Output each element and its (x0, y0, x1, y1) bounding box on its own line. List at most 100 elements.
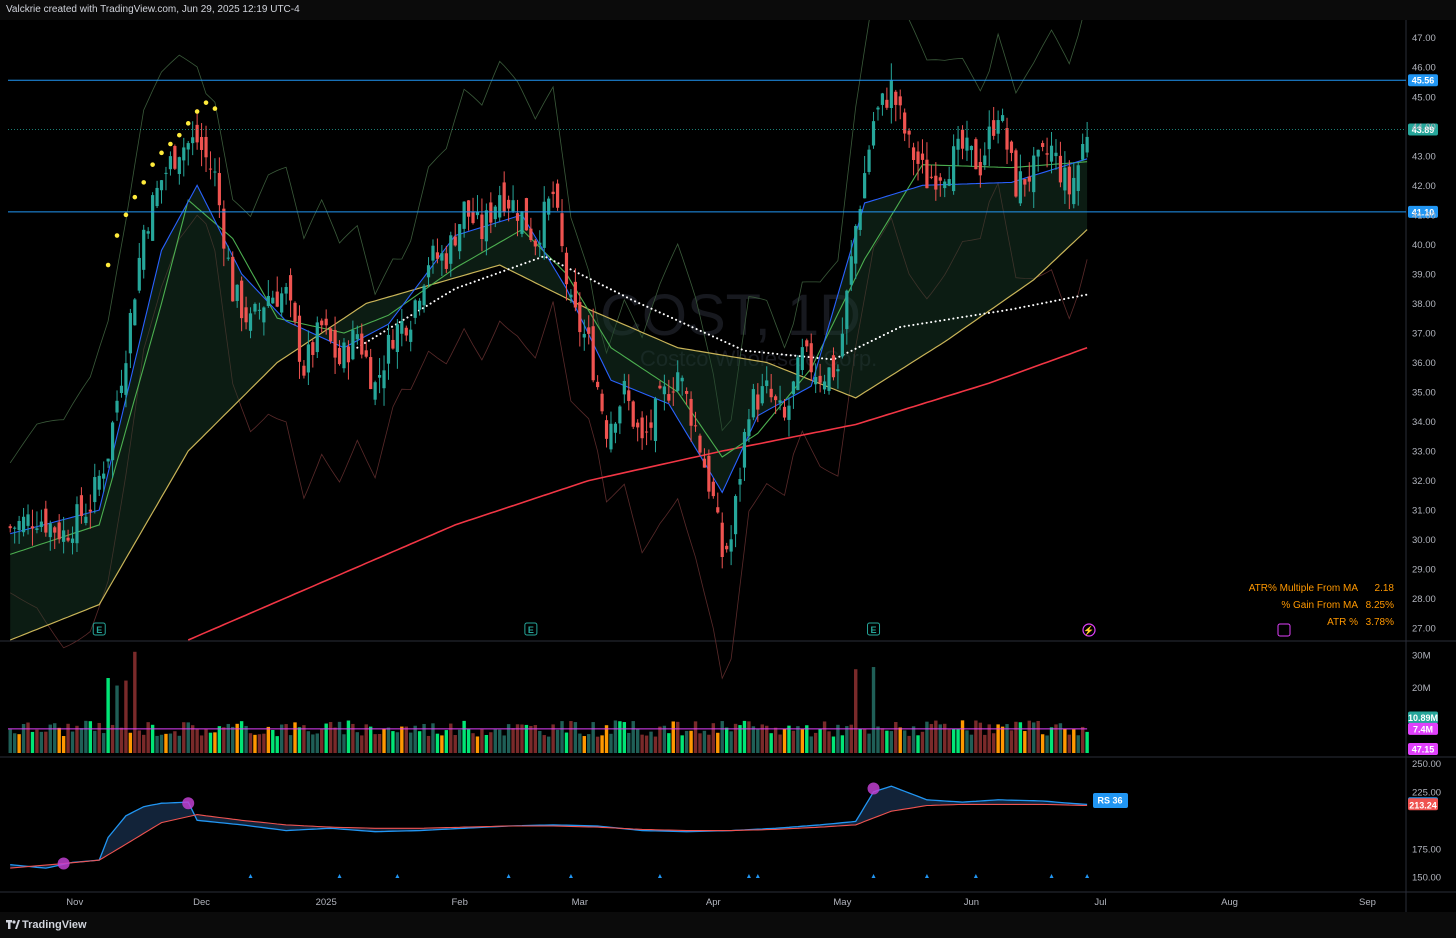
signal-dot (159, 150, 164, 156)
volume-bar (1067, 734, 1072, 753)
candle-body (658, 385, 662, 389)
volume-bar (627, 732, 631, 753)
price-tick-label: 43.00 (1412, 151, 1436, 162)
rs-arrow-marker (755, 874, 760, 878)
candle-body (75, 504, 79, 544)
candle-body (782, 406, 787, 418)
volume-bar (773, 727, 778, 753)
candle-body (618, 406, 622, 424)
volume-bar (1040, 734, 1045, 753)
volume-bar (911, 726, 916, 753)
candle-body (916, 151, 920, 164)
candle-body (217, 173, 221, 206)
volume-bar (684, 730, 689, 753)
volume-bar (724, 727, 729, 753)
time-axis-label: Sep (1359, 897, 1376, 908)
volume-bar (195, 729, 199, 753)
time-axis-label: Dec (193, 897, 210, 908)
candle-body (466, 200, 471, 217)
candle-body (13, 527, 17, 529)
rs-arrow-marker (924, 874, 929, 878)
candle-body (275, 291, 279, 307)
volume-bar (177, 735, 182, 753)
volume-bar (328, 722, 333, 753)
rs-tick-label: 150.00 (1412, 873, 1441, 884)
volume-bar (858, 728, 862, 753)
volume-bar (787, 725, 791, 753)
signal-dot (212, 106, 218, 111)
signal-dot (114, 233, 120, 238)
candle-body (1023, 179, 1027, 185)
candle-body (395, 324, 399, 353)
volume-bar (48, 724, 52, 753)
volume-bar (453, 735, 457, 753)
volume-bar (898, 727, 902, 753)
candle-body (671, 391, 675, 393)
volume-bar (791, 730, 796, 753)
candle-body (119, 385, 124, 394)
candle-body (974, 139, 978, 170)
candle-body (702, 458, 707, 468)
volume-bar (653, 736, 658, 753)
candle-body (636, 422, 640, 428)
chart-canvas[interactable]: COST, 1D Costco Wholesale Corp. 45.5641.… (0, 20, 1456, 912)
candle-body (1058, 155, 1063, 183)
volume-bar (983, 734, 987, 753)
rs-arrow-marker (1085, 874, 1090, 878)
candle-body (53, 527, 57, 533)
volume-bar (1058, 723, 1063, 753)
candle-body (1067, 166, 1071, 195)
volume-bar (956, 729, 960, 753)
candle-body (769, 388, 773, 398)
candle-body (551, 191, 555, 195)
volume-tick-label: 20M (1412, 683, 1431, 694)
price-tick-label: 36.00 (1412, 358, 1436, 369)
candle-body (529, 228, 533, 240)
stat-label: ATR% Multiple From MA (1249, 583, 1359, 594)
time-axis-label: Nov (66, 897, 83, 908)
candle-body (854, 225, 858, 264)
candle-body (520, 211, 524, 234)
candle-body (978, 162, 982, 176)
price-tick-label: 46.00 (1412, 63, 1436, 74)
time-axis-label: May (833, 897, 851, 908)
volume-bar (155, 735, 159, 753)
candle-body (297, 315, 302, 362)
candle-body (386, 334, 391, 364)
volume-bar (760, 724, 764, 753)
volume-bar (506, 724, 511, 753)
ma-200-line (187, 346, 1088, 641)
signal-dot (150, 162, 155, 167)
candle-body (315, 322, 319, 353)
tradingview-logo[interactable]: TradingView (6, 919, 87, 931)
volume-bar (57, 727, 61, 753)
price-tick-label: 33.00 (1412, 447, 1436, 458)
volume-bar (302, 725, 306, 753)
volume-bar (649, 731, 653, 753)
volume-bar (106, 678, 110, 753)
volume-bar (1009, 730, 1014, 753)
candle-body (1085, 136, 1089, 153)
volume-bar (39, 731, 44, 753)
candle-body (302, 365, 306, 376)
tradingview-brand: TradingView (22, 919, 87, 931)
volume-bar (974, 720, 978, 753)
volume-bar (747, 721, 751, 753)
candle-body (62, 530, 66, 542)
volume-bar (306, 731, 311, 753)
candle-body (30, 526, 35, 529)
volume-bar (569, 721, 573, 753)
volume-bar (435, 733, 440, 753)
candle-body (627, 390, 631, 401)
signal-dot (203, 100, 209, 105)
candle-body (876, 107, 880, 110)
volume-bar (667, 733, 671, 753)
volume-bar (186, 722, 190, 753)
volume-bar (676, 721, 680, 753)
candle-body (925, 159, 929, 189)
volume-bar (386, 727, 391, 753)
rs-tick-label: 175.00 (1412, 844, 1441, 855)
candle-body (600, 393, 604, 412)
candle-body (146, 231, 150, 234)
volume-bar (604, 725, 609, 753)
